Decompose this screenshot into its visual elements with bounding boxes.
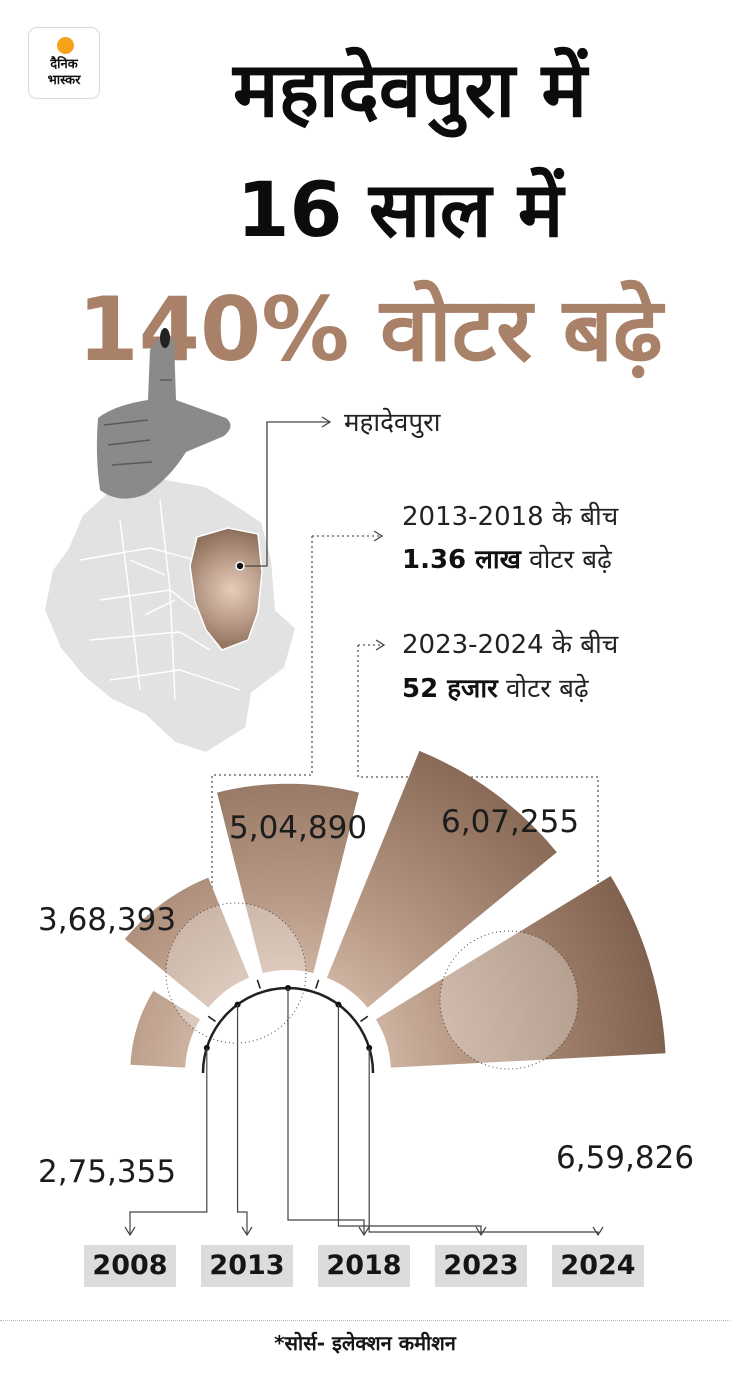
year-label-2018: 2018 [318,1245,410,1287]
bengaluru-outline [42,476,298,755]
chart-axis [124,979,604,1237]
bar-2008 [130,990,201,1068]
annotation-period: 2023-2024 के बीच [402,630,619,660]
axis-tick [360,1015,369,1023]
year-arrow-2024 [592,1226,604,1237]
highlight-circles [165,902,579,1070]
map-label: महादेवपुरा [344,408,441,438]
city-map [42,476,298,755]
year-label-2024: 2024 [552,1245,644,1287]
bar-2024 [375,876,666,1068]
brand-logo: दैनिक भास्कर [28,27,100,99]
chart-bars [124,750,666,1068]
value-label-2018: 5,04,890 [229,810,368,846]
headline-line-1: महादेवपुरा में [233,45,587,134]
mahadevapura-region [189,527,263,651]
axis-tick [315,979,320,989]
annotation-growth-amount: 1.36 लाख [402,545,521,575]
brand-line-1: दैनिक [50,57,78,72]
year-label-2023: 2023 [435,1245,527,1287]
brand-line-2: भास्कर [47,73,81,88]
annotation-growth: 52 हजार वोटर बढ़े [402,672,589,706]
year-connector-2008 [129,1047,208,1234]
value-label-2024: 6,59,826 [556,1140,695,1176]
sun-icon [57,37,74,54]
inked-finger-icon [96,328,231,499]
year-connector-2013 [236,1004,248,1234]
axis-tick [207,1015,216,1023]
year-connector-2023 [337,1004,482,1234]
annotation-growth: 1.36 लाख वोटर बढ़े [402,543,612,577]
value-label-2013: 3,68,393 [38,902,177,938]
year-arrow-2008 [124,1226,136,1237]
bar-2013 [124,877,250,1008]
annotation-growth-amount: 52 हजार [402,674,498,704]
source-note: *सोर्स- इलेक्शन कमीशन [274,1331,456,1355]
axis-tick [256,979,261,989]
bar-2018 [217,783,359,974]
value-label-2023: 6,07,255 [441,804,580,840]
year-arrow-2023 [475,1226,487,1237]
annotation-growth-text: वोटर बढ़े [520,545,612,575]
annotation-growth-text: वोटर बढ़े [497,674,589,704]
bar-2023 [326,750,557,1008]
ward-lines [79,499,241,701]
headline-line-3: 140% वोटर बढ़े [77,278,663,381]
headline-line-2: 16 साल में [236,165,564,254]
year-label-2013: 2013 [201,1245,293,1287]
year-connector-2018 [287,988,365,1234]
map-pointer [235,416,332,571]
footer-divider [0,1320,730,1321]
year-label-2008: 2008 [84,1245,176,1287]
year-arrow-2018 [358,1226,370,1237]
value-label-2008: 2,75,355 [38,1154,177,1190]
year-arrow-2013 [241,1226,253,1237]
year-connector-2024 [368,1047,599,1234]
annotation-period: 2013-2018 के बीच [402,502,619,532]
